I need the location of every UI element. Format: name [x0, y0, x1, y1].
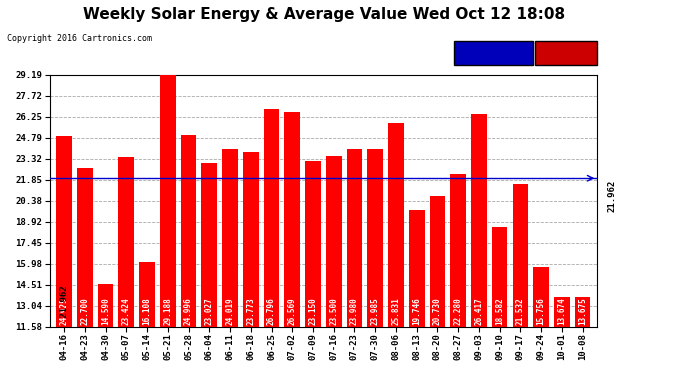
Text: 16.108: 16.108: [143, 297, 152, 325]
Bar: [471, 114, 486, 327]
Bar: [430, 196, 445, 327]
Bar: [513, 184, 529, 327]
Text: 22.700: 22.700: [80, 297, 89, 325]
Bar: [77, 168, 92, 327]
Text: 24.019: 24.019: [226, 297, 235, 325]
Text: 13.675: 13.675: [578, 297, 587, 325]
Text: 29.188: 29.188: [164, 297, 172, 325]
Text: 23.773: 23.773: [246, 297, 255, 325]
Text: 23.150: 23.150: [308, 297, 317, 325]
Text: 15.756: 15.756: [537, 297, 546, 325]
Text: Average  ($): Average ($): [460, 49, 518, 58]
Bar: [57, 136, 72, 327]
Text: 23.424: 23.424: [121, 297, 131, 325]
Bar: [388, 123, 404, 327]
Bar: [119, 157, 134, 327]
Text: 20.730: 20.730: [433, 297, 442, 325]
Text: Daily  ($): Daily ($): [541, 49, 584, 58]
Bar: [305, 161, 321, 327]
Bar: [346, 149, 362, 327]
Text: Copyright 2016 Cartronics.com: Copyright 2016 Cartronics.com: [7, 34, 152, 43]
Text: Weekly Solar Energy & Average Value Wed Oct 12 18:08: Weekly Solar Energy & Average Value Wed …: [83, 8, 565, 22]
Bar: [264, 109, 279, 327]
Text: 24.996: 24.996: [184, 297, 193, 325]
Bar: [181, 135, 196, 327]
Bar: [160, 75, 175, 327]
Bar: [222, 149, 238, 327]
Bar: [368, 149, 383, 327]
Text: 14.590: 14.590: [101, 297, 110, 325]
Text: 22.280: 22.280: [454, 297, 463, 325]
Text: 23.500: 23.500: [329, 297, 338, 325]
Bar: [451, 174, 466, 327]
Text: 26.569: 26.569: [288, 297, 297, 325]
Bar: [243, 152, 259, 327]
Bar: [201, 163, 217, 327]
Text: 18.582: 18.582: [495, 297, 504, 325]
Text: 23.985: 23.985: [371, 297, 380, 325]
Bar: [139, 262, 155, 327]
Bar: [284, 112, 300, 327]
Bar: [492, 226, 507, 327]
Text: 13.674: 13.674: [558, 297, 566, 325]
Text: 24.925: 24.925: [59, 297, 68, 325]
Text: 25.831: 25.831: [391, 297, 400, 325]
Bar: [409, 210, 424, 327]
Bar: [554, 297, 570, 327]
Bar: [575, 297, 591, 327]
Text: 23.027: 23.027: [205, 297, 214, 325]
Bar: [326, 156, 342, 327]
Text: 21.962: 21.962: [59, 285, 68, 322]
Bar: [98, 284, 113, 327]
Text: 21.532: 21.532: [516, 297, 525, 325]
Text: 19.746: 19.746: [412, 297, 421, 325]
Text: 21.962: 21.962: [608, 180, 617, 212]
Text: 26.417: 26.417: [475, 297, 484, 325]
Bar: [533, 267, 549, 327]
Text: 23.980: 23.980: [350, 297, 359, 325]
Text: 26.796: 26.796: [267, 297, 276, 325]
